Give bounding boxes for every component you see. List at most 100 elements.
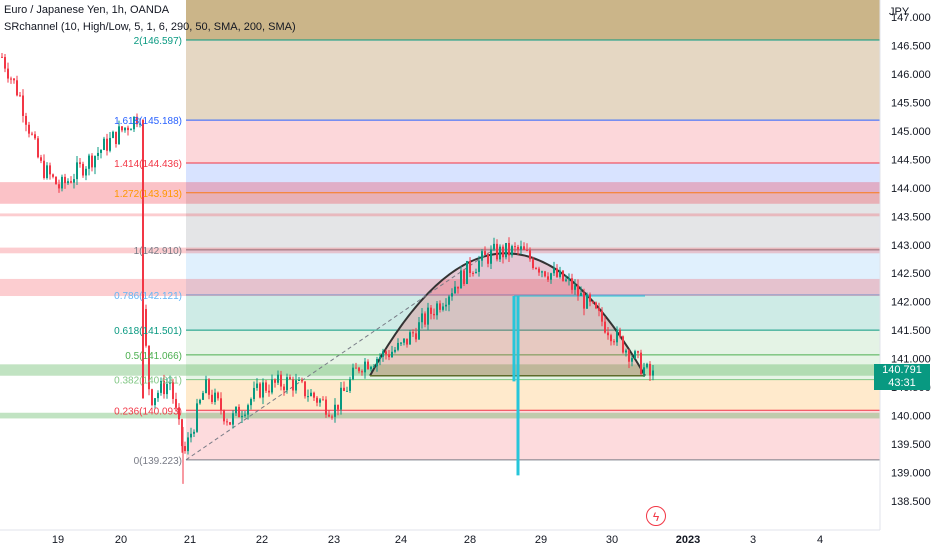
sr-channels [0,182,880,419]
candle-body [529,250,531,260]
candle-body [316,397,318,403]
candle-body [262,382,264,398]
candle-body [379,356,381,360]
candle-body [622,336,624,353]
candle-body [562,270,564,281]
candle-body [100,149,102,153]
lightning-icon[interactable]: ϟ [646,506,666,526]
candle-body [457,286,459,289]
chart-title: Euro / Japanese Yen, 1h, OANDA [4,4,170,16]
candle-body [136,116,138,125]
candle-body [202,393,204,400]
candle-body [634,351,636,359]
fib-zones [186,0,880,461]
candle-body [25,115,27,125]
candle-body [397,342,399,350]
candle-body [355,367,357,369]
candle-body [52,174,54,177]
candle-body [130,129,132,131]
candle-body [565,279,567,281]
candle-body [265,382,267,391]
candle-body [280,374,282,387]
price-tick: 146.000 [891,69,931,81]
candle-body [181,419,183,447]
candle-body [172,382,174,399]
candle-body [31,133,33,135]
candle-body [598,308,600,311]
fib-label: 0.618(141.501) [114,326,182,337]
candle-body [448,296,450,305]
fib-label: 1.414(144.436) [114,159,182,170]
fib-label: 1.618(145.188) [114,116,182,127]
candle-body [208,379,210,395]
candle-body [241,415,243,418]
candle-body [475,271,477,274]
candle-body [433,313,435,316]
candle-body [424,313,426,325]
candle-body [421,313,423,323]
candle-body [619,330,621,337]
candle-body [382,351,384,357]
candle-body [178,407,180,420]
candle-body [334,404,336,417]
candle-body [160,381,162,393]
candle-body [340,387,342,410]
candle-body [478,260,480,272]
price-tick: 140.000 [891,411,931,423]
candle-body [418,322,420,340]
candle-body [199,399,201,404]
candle-body [445,304,447,307]
candle-body [319,399,321,403]
price-tick: 145.000 [891,126,931,138]
candle-body [325,399,327,415]
candle-body [91,155,93,168]
candle-body [112,131,114,138]
candle-body [154,398,156,406]
candle-body [532,259,534,269]
price-tick: 141.000 [891,354,931,366]
candle-body [652,370,654,376]
candle-body [217,392,219,399]
price-tick: 142.000 [891,297,931,309]
candle-body [34,134,36,139]
last-price-tag: 140.791 [874,364,930,377]
candle-body [283,386,285,391]
candle-body [139,123,141,125]
trend-dashed [185,249,494,461]
candle-body [256,383,258,388]
candle-body [610,335,612,342]
candle-body [631,358,633,362]
candle-body [103,138,105,150]
time-tick: 22 [256,534,268,546]
candle-body [451,293,453,297]
indicator-legend[interactable]: SRchannel (10, High/Low, 5, 1, 6, 290, 5… [4,21,296,33]
candle-body [481,251,483,261]
candle-body [490,249,492,264]
candle-body [394,349,396,352]
time-tick: 4 [817,534,823,546]
candle-body [472,272,474,274]
candle-body [541,271,543,273]
sr-channel [0,213,880,217]
candle-body [637,351,639,353]
candle-body [109,137,111,151]
candle-body [85,168,87,176]
candle-body [346,390,348,392]
candle-body [292,379,294,391]
price-tick: 143.000 [891,240,931,252]
fib-zone [186,379,880,411]
time-tick: 21 [184,534,196,546]
fib-zone-top [186,0,880,40]
candle-body [235,406,237,414]
candle-body [589,294,591,302]
candle-body [268,390,270,393]
price-tick: 139.000 [891,468,931,480]
candle-body [520,246,522,250]
candle-body [4,57,6,69]
candle-body [304,381,306,397]
candle-body [229,422,231,425]
price-axis-bg [880,0,932,550]
candle-body [19,95,21,97]
candle-body [94,155,96,168]
